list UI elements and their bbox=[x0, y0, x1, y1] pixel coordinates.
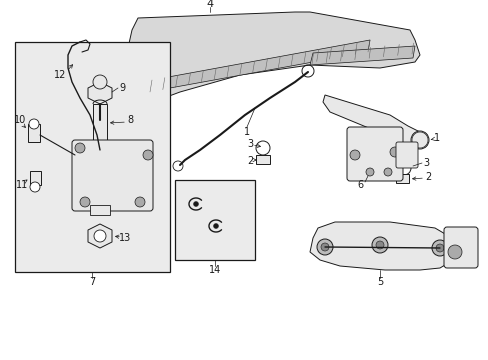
Polygon shape bbox=[309, 46, 414, 65]
Bar bbox=[175, 180, 254, 260]
Polygon shape bbox=[323, 95, 421, 148]
Text: 4: 4 bbox=[206, 0, 213, 9]
Circle shape bbox=[213, 224, 218, 229]
Polygon shape bbox=[148, 40, 369, 92]
Circle shape bbox=[371, 237, 387, 253]
Bar bbox=[15, 42, 170, 272]
FancyBboxPatch shape bbox=[346, 127, 402, 181]
Text: 6: 6 bbox=[356, 180, 362, 190]
Bar bbox=[93, 104, 107, 142]
Circle shape bbox=[75, 143, 85, 153]
Text: 2: 2 bbox=[424, 172, 430, 182]
Text: 14: 14 bbox=[208, 265, 221, 275]
Bar bbox=[395, 174, 408, 183]
Polygon shape bbox=[88, 224, 112, 248]
Text: 9: 9 bbox=[119, 83, 125, 93]
Circle shape bbox=[94, 230, 106, 242]
Text: 5: 5 bbox=[376, 277, 382, 287]
Circle shape bbox=[29, 119, 39, 129]
Text: 1: 1 bbox=[433, 133, 439, 143]
Text: 2: 2 bbox=[246, 156, 253, 166]
Circle shape bbox=[410, 131, 428, 149]
Bar bbox=[256, 155, 269, 164]
FancyBboxPatch shape bbox=[443, 227, 477, 268]
Bar bbox=[90, 205, 110, 215]
Circle shape bbox=[93, 75, 107, 89]
Text: 8: 8 bbox=[127, 115, 133, 125]
Circle shape bbox=[349, 150, 359, 160]
Text: 3: 3 bbox=[246, 139, 253, 149]
Text: 7: 7 bbox=[89, 277, 95, 287]
Text: 12: 12 bbox=[54, 70, 66, 80]
Circle shape bbox=[320, 243, 328, 251]
Polygon shape bbox=[88, 82, 112, 104]
Circle shape bbox=[431, 240, 447, 256]
Polygon shape bbox=[126, 12, 419, 105]
Circle shape bbox=[30, 182, 40, 192]
Circle shape bbox=[173, 161, 183, 171]
Text: 10: 10 bbox=[14, 115, 26, 125]
Circle shape bbox=[365, 168, 373, 176]
Text: 13: 13 bbox=[119, 233, 131, 243]
Polygon shape bbox=[309, 222, 454, 270]
Bar bbox=[30, 171, 41, 185]
Circle shape bbox=[375, 241, 383, 249]
Circle shape bbox=[447, 245, 461, 259]
Circle shape bbox=[142, 150, 153, 160]
FancyBboxPatch shape bbox=[395, 142, 417, 168]
Text: 11: 11 bbox=[16, 180, 28, 190]
Circle shape bbox=[80, 197, 90, 207]
Circle shape bbox=[396, 161, 410, 175]
Circle shape bbox=[435, 244, 443, 252]
Bar bbox=[28, 124, 40, 142]
Text: 3: 3 bbox=[422, 158, 428, 168]
Text: 1: 1 bbox=[244, 127, 249, 137]
FancyBboxPatch shape bbox=[72, 140, 153, 211]
Circle shape bbox=[383, 168, 391, 176]
Circle shape bbox=[316, 239, 332, 255]
Circle shape bbox=[135, 197, 145, 207]
Circle shape bbox=[193, 202, 198, 207]
Circle shape bbox=[256, 141, 269, 155]
Circle shape bbox=[389, 147, 399, 157]
